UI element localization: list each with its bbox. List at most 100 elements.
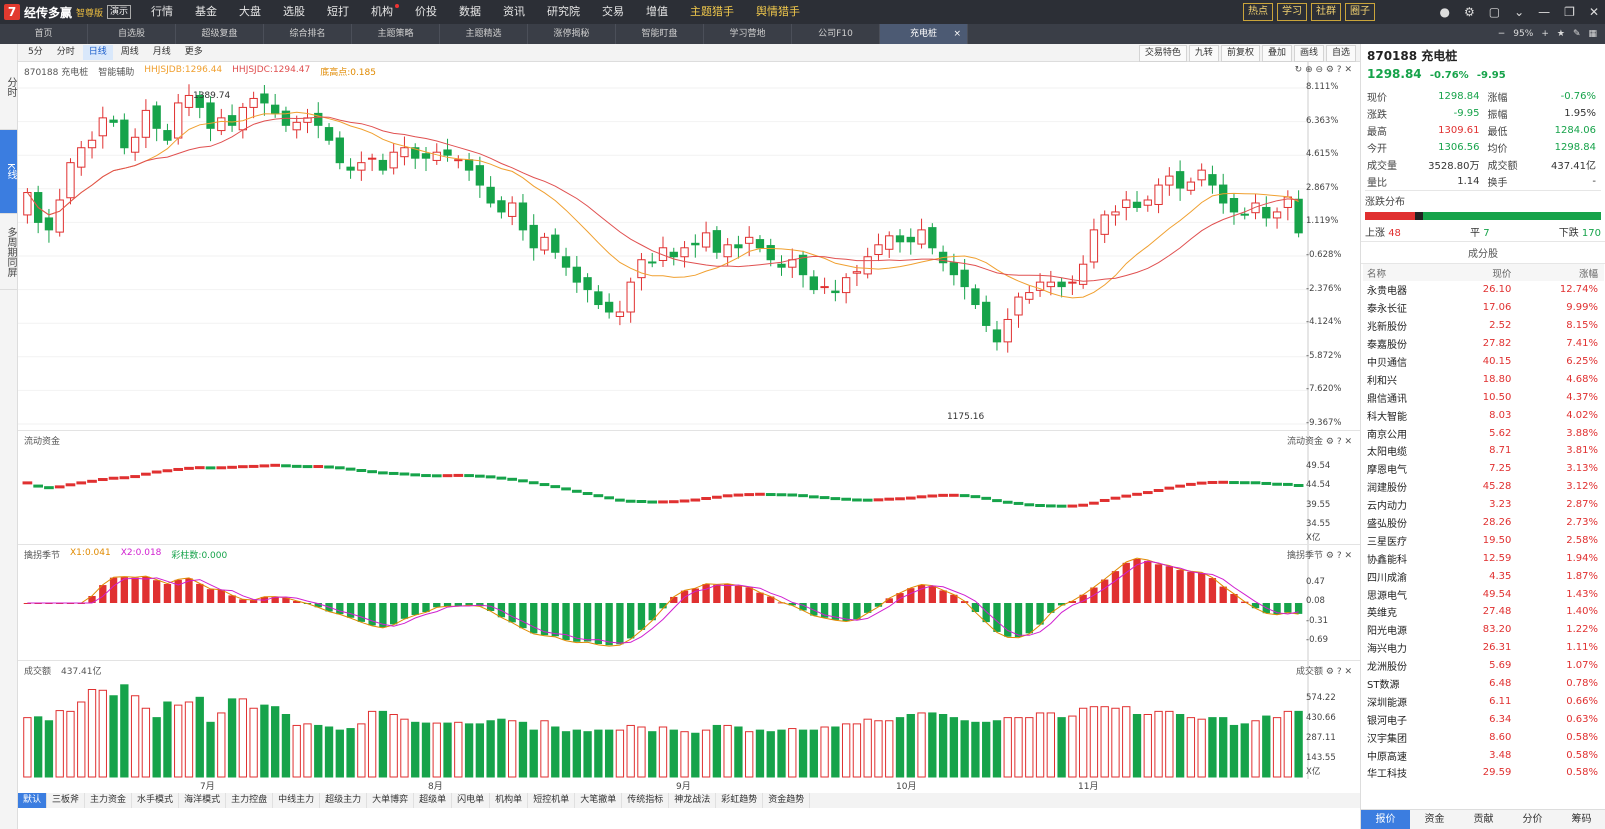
component-row[interactable]: 利和兴 18.80 4.68% xyxy=(1363,370,1604,388)
component-name[interactable]: 云内动力 xyxy=(1367,501,1407,513)
tab-5[interactable]: 主题精选 xyxy=(440,24,528,44)
indicator-tab-6[interactable]: 中线主力 xyxy=(273,793,321,808)
indicator-tab-15[interactable]: 神龙战法 xyxy=(669,793,717,808)
component-name[interactable]: 泰永长征 xyxy=(1367,304,1407,316)
column-header-0[interactable]: 名称 xyxy=(1363,264,1450,281)
menu-item-5[interactable]: 机构 xyxy=(360,0,404,24)
tab-6[interactable]: 涨停揭秘 xyxy=(528,24,616,44)
pen-icon[interactable]: ✎ xyxy=(1572,29,1581,39)
component-row[interactable]: 龙洲股份 5.69 1.07% xyxy=(1363,657,1604,675)
close-icon[interactable]: ✕ xyxy=(1588,5,1599,19)
tab-10[interactable]: 充电桩 × xyxy=(880,24,968,44)
quick-button-1[interactable]: 学习 xyxy=(1277,3,1307,21)
tab-8[interactable]: 学习营地 xyxy=(704,24,792,44)
component-row[interactable]: 中原高速 3.48 0.58% xyxy=(1363,746,1604,764)
flow-panel[interactable]: 流动资金 流动资金 ⚙ ? ✕ 49.54 44.54 39.55 34.55 X亿 xyxy=(18,430,1360,545)
volume-controls[interactable]: 成交额 ⚙ ? ✕ xyxy=(1296,667,1352,677)
component-row[interactable]: 深圳能源 6.11 0.66% xyxy=(1363,692,1604,710)
component-name[interactable]: 中贝通信 xyxy=(1367,358,1407,369)
component-row[interactable]: ST数源 6.48 0.78% xyxy=(1363,675,1604,693)
indicator-tab-9[interactable]: 超级单 xyxy=(414,793,453,808)
component-row[interactable]: 兆新股份 2.52 8.15% xyxy=(1363,317,1604,335)
period-1[interactable]: 分时 xyxy=(56,47,75,57)
gear-icon[interactable]: ⚙ xyxy=(1464,5,1475,19)
view-tab-1[interactable]: K线 xyxy=(0,130,17,214)
component-name[interactable]: 中原高速 xyxy=(1367,751,1407,763)
component-row[interactable]: 泰嘉股份 27.82 7.41% xyxy=(1363,335,1604,353)
component-row[interactable]: 盛弘股份 28.26 2.73% xyxy=(1363,514,1604,532)
column-header-2[interactable]: 涨幅 xyxy=(1517,264,1604,281)
quote-tab-4[interactable]: 筹码 xyxy=(1571,814,1592,825)
component-row[interactable]: 三星医疗 19.50 2.58% xyxy=(1363,531,1604,549)
indicator-tab-7[interactable]: 超级主力 xyxy=(320,793,368,808)
menu-item-4[interactable]: 短打 xyxy=(327,5,349,18)
quote-tab-2[interactable]: 贡献 xyxy=(1473,814,1494,825)
tab-close-icon[interactable]: × xyxy=(953,29,961,39)
tab-4[interactable]: 主题策略 xyxy=(352,24,440,44)
volume-panel[interactable]: 成交额 437.41亿 成交额 ⚙ ? ✕ 574.22 430.66 287.11… xyxy=(18,660,1360,779)
tool-0[interactable]: 交易特色 xyxy=(1138,45,1187,62)
menu-item-12[interactable]: 主题猎手 xyxy=(690,5,734,18)
component-name[interactable]: 深圳能源 xyxy=(1367,697,1407,709)
tab-9[interactable]: 公司F10 xyxy=(792,24,880,44)
component-name[interactable]: 汉宇集团 xyxy=(1367,733,1407,745)
indicator-tab-1[interactable]: 三板斧 xyxy=(47,793,86,808)
component-name[interactable]: 泰嘉股份 xyxy=(1367,340,1407,352)
swing-controls[interactable]: 擒拐季节 ⚙ ? ✕ xyxy=(1287,551,1352,561)
menu-item-1[interactable]: 基金 xyxy=(195,5,217,18)
menu-item-2[interactable]: 大盘 xyxy=(239,5,261,18)
component-name[interactable]: 银河电子 xyxy=(1367,715,1407,727)
tool-4[interactable]: 画线 xyxy=(1293,45,1324,62)
indicator-tab-16[interactable]: 彩虹趋势 xyxy=(716,793,764,808)
tool-5[interactable]: 自选 xyxy=(1325,45,1356,62)
component-row[interactable]: 摩恩电气 7.25 3.13% xyxy=(1363,460,1604,478)
menu-item-9[interactable]: 研究院 xyxy=(547,5,580,18)
indicator-tab-17[interactable]: 资金趋势 xyxy=(763,793,811,808)
tab-3[interactable]: 综合排名 xyxy=(264,24,352,44)
component-row[interactable]: 阳光电源 83.20 1.22% xyxy=(1363,621,1604,639)
flow-controls[interactable]: 流动资金 ⚙ ? ✕ xyxy=(1287,437,1352,447)
star-icon[interactable]: ★ xyxy=(1556,29,1565,39)
quote-tab-3[interactable]: 分价 xyxy=(1522,814,1543,825)
component-name[interactable]: 华工科技 xyxy=(1367,769,1407,781)
indicator-tab-2[interactable]: 主力资金 xyxy=(85,793,133,808)
period-4[interactable]: 月线 xyxy=(152,47,171,57)
component-name[interactable]: 海兴电力 xyxy=(1367,644,1407,656)
menu-item-10[interactable]: 交易 xyxy=(602,5,624,18)
component-row[interactable]: 科大智能 8.03 4.02% xyxy=(1363,406,1604,424)
component-name[interactable]: 永贵电器 xyxy=(1367,286,1407,298)
period-3[interactable]: 周线 xyxy=(120,47,139,57)
chevron-down-icon[interactable]: ⌄ xyxy=(1514,5,1525,19)
layout-icon[interactable]: ▢ xyxy=(1488,5,1501,19)
flow-chart[interactable] xyxy=(18,431,1360,545)
component-name[interactable]: 南京公用 xyxy=(1367,429,1407,441)
component-row[interactable]: 永贵电器 26.10 12.74% xyxy=(1363,281,1604,299)
component-row[interactable]: 思源电气 49.54 1.43% xyxy=(1363,585,1604,603)
component-name[interactable]: 科大智能 xyxy=(1367,411,1407,423)
component-name[interactable]: 龙洲股份 xyxy=(1367,662,1407,674)
component-name[interactable]: 盛弘股份 xyxy=(1367,519,1407,531)
period-0[interactable]: 5分 xyxy=(28,47,43,57)
indicator-tab-14[interactable]: 传统指标 xyxy=(622,793,670,808)
component-name[interactable]: 协鑫能科 xyxy=(1367,554,1407,566)
zoom-out-icon[interactable]: − xyxy=(1497,29,1506,39)
quick-button-0[interactable]: 热点 xyxy=(1243,3,1273,21)
component-row[interactable]: 英维克 27.48 1.40% xyxy=(1363,603,1604,621)
component-name[interactable]: 阳光电源 xyxy=(1367,626,1407,638)
view-tab-2[interactable]: 多周期同屏 xyxy=(0,214,17,290)
tab-0[interactable]: 首页 xyxy=(0,24,88,44)
tab-7[interactable]: 智能盯盘 xyxy=(616,24,704,44)
view-tab-0[interactable]: 分时 xyxy=(0,44,17,130)
menu-item-8[interactable]: 资讯 xyxy=(503,5,525,18)
tab-2[interactable]: 超级复盘 xyxy=(176,24,264,44)
component-name[interactable]: ST数源 xyxy=(1367,680,1400,692)
user-icon[interactable]: ● xyxy=(1439,5,1450,19)
quote-tab-1[interactable]: 资金 xyxy=(1424,814,1445,825)
component-row[interactable]: 泰永长征 17.06 9.99% xyxy=(1363,299,1604,317)
component-name[interactable]: 兆新股份 xyxy=(1367,322,1407,334)
swing-chart[interactable] xyxy=(18,545,1360,661)
tool-3[interactable]: 叠加 xyxy=(1261,45,1292,62)
component-name[interactable]: 英维克 xyxy=(1367,608,1397,620)
component-name[interactable]: 三星医疗 xyxy=(1367,536,1407,548)
component-name[interactable]: 摩恩电气 xyxy=(1367,465,1407,477)
